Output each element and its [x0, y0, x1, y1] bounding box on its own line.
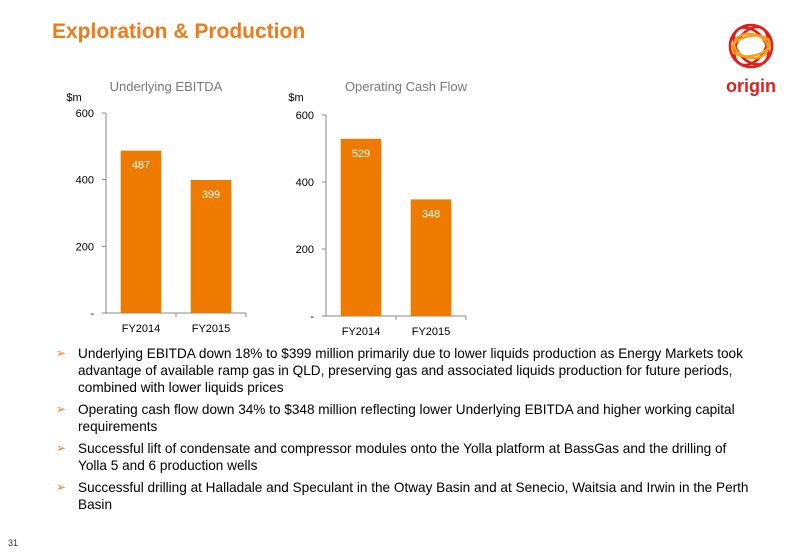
chart-title: Underlying EBITDA	[110, 79, 223, 94]
y-axis-label: $m	[288, 92, 303, 104]
bar-fy2015	[410, 199, 452, 316]
bullet-item: ➢ Successful lift of condensate and compr…	[56, 441, 727, 473]
data-label: 487	[132, 160, 150, 172]
data-label: 529	[352, 148, 370, 160]
chart-operating-cash-flow: Operating Cash Flow $m - 200 400 600 529 FY2014…	[276, 78, 486, 338]
arrow-bullet-icon: ➢	[56, 346, 67, 360]
x-tick-label: FY2015	[192, 323, 231, 335]
y-tick-label: 400	[76, 175, 94, 187]
data-label: 399	[202, 189, 220, 201]
bar-fy2014	[120, 150, 162, 313]
y-tick-label: 200	[296, 244, 314, 256]
arrow-bullet-icon: ➢	[56, 402, 67, 416]
bar-fy2014	[340, 138, 382, 316]
x-tick-label: FY2015	[412, 326, 451, 338]
bullet-list: ➢ Underlying EBITDA down 18% to $399 mill…	[56, 345, 756, 518]
logo-text: origin	[726, 76, 776, 96]
page-title: Exploration & Production	[52, 20, 306, 43]
data-label: 348	[422, 208, 440, 220]
bullet-item: ➢ Successful drilling at Halladale and Sp…	[56, 480, 749, 512]
y-tick-label: 600	[76, 108, 94, 120]
arrow-bullet-icon: ➢	[56, 480, 67, 494]
origin-logo: origin	[718, 18, 784, 98]
arrow-bullet-icon: ➢	[56, 441, 67, 455]
y-tick-label: 600	[296, 110, 314, 122]
bar-fy2015	[190, 180, 232, 313]
bullet-item: ➢ Operating cash flow down 34% to $348 mi…	[56, 402, 735, 434]
chart-underlying-ebitda: Underlying EBITDA $m - 200 400 600 487 FY2014 39…	[56, 78, 266, 338]
bullet-item: ➢ Underlying EBITDA down 18% to $399 mill…	[56, 346, 743, 395]
x-tick-label: FY2014	[342, 326, 381, 338]
page-number: 31	[8, 538, 19, 548]
y-tick-label: 200	[76, 241, 94, 253]
y-tick-label: -	[90, 308, 94, 320]
chart-title: Operating Cash Flow	[345, 79, 468, 94]
x-tick-label: FY2014	[122, 323, 161, 335]
y-tick-label: 400	[296, 177, 314, 189]
y-axis-label: $m	[66, 92, 81, 104]
y-tick-label: -	[310, 311, 314, 323]
